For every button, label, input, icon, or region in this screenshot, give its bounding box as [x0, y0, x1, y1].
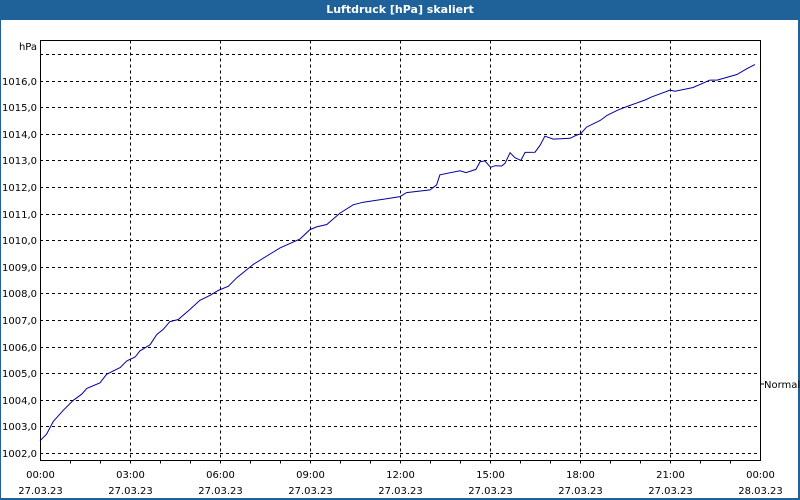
y-tick-label: 1010,0	[2, 236, 37, 247]
x-tick-date: 27.03.23	[558, 486, 603, 497]
x-tick-date: 27.03.23	[648, 486, 693, 497]
y-tick-label: 1016,0	[2, 77, 37, 88]
x-tick-date: 27.03.23	[378, 486, 423, 497]
x-axis-labels: 00:00 27.03.23 03:00 27.03.23 06:00 27.03.23 0…	[18, 460, 783, 497]
y-tick-label: 1015,0	[2, 103, 37, 114]
x-tick-time: 06:00	[206, 470, 235, 481]
x-tick-time: 00:00	[26, 470, 55, 481]
y-tick-label: 1013,0	[2, 156, 37, 167]
y-tick-label: 1009,0	[2, 263, 37, 274]
x-tick-time: 21:00	[656, 470, 685, 481]
pressure-line	[39, 64, 756, 442]
y-axis-labels: 1016,0 1015,0 1014,0 1013,0 1012,0 1011,0 1010…	[2, 77, 37, 460]
y-tick-label: 1011,0	[2, 210, 37, 221]
y-tick-label: 1006,0	[2, 343, 37, 354]
y-tick-label: 1014,0	[2, 130, 37, 141]
y-tick-label: 1008,0	[2, 289, 37, 300]
x-tick-date: 27.03.23	[198, 486, 243, 497]
x-tick-time: 03:00	[116, 470, 145, 481]
y-tick-label: 1002,0	[2, 449, 37, 460]
y-tick-label: 1007,0	[2, 316, 37, 327]
x-tick-date: 27.03.23	[288, 486, 333, 497]
y-tick-label: 1004,0	[2, 396, 37, 407]
y-tick-label: 1003,0	[2, 422, 37, 433]
x-tick-date: 27.03.23	[468, 486, 513, 497]
x-tick-time: 09:00	[296, 470, 325, 481]
x-tick-date: 27.03.23	[108, 486, 153, 497]
x-tick-time: 15:00	[476, 470, 505, 481]
grid-lines	[40, 40, 760, 461]
x-tick-date: 28.03.23	[738, 486, 783, 497]
x-tick-time: 00:00	[746, 470, 775, 481]
y-unit-label: hPa	[19, 42, 37, 53]
x-tick-time: 18:00	[566, 470, 595, 481]
window-title: Luftdruck [hPa] skaliert	[0, 0, 800, 20]
x-tick-date: 27.03.23	[18, 486, 63, 497]
y-tick-label: 1005,0	[2, 369, 37, 380]
y-tick-label: 1012,0	[2, 183, 37, 194]
x-tick-time: 12:00	[386, 470, 415, 481]
normal-marker-label: Normal	[764, 380, 800, 391]
